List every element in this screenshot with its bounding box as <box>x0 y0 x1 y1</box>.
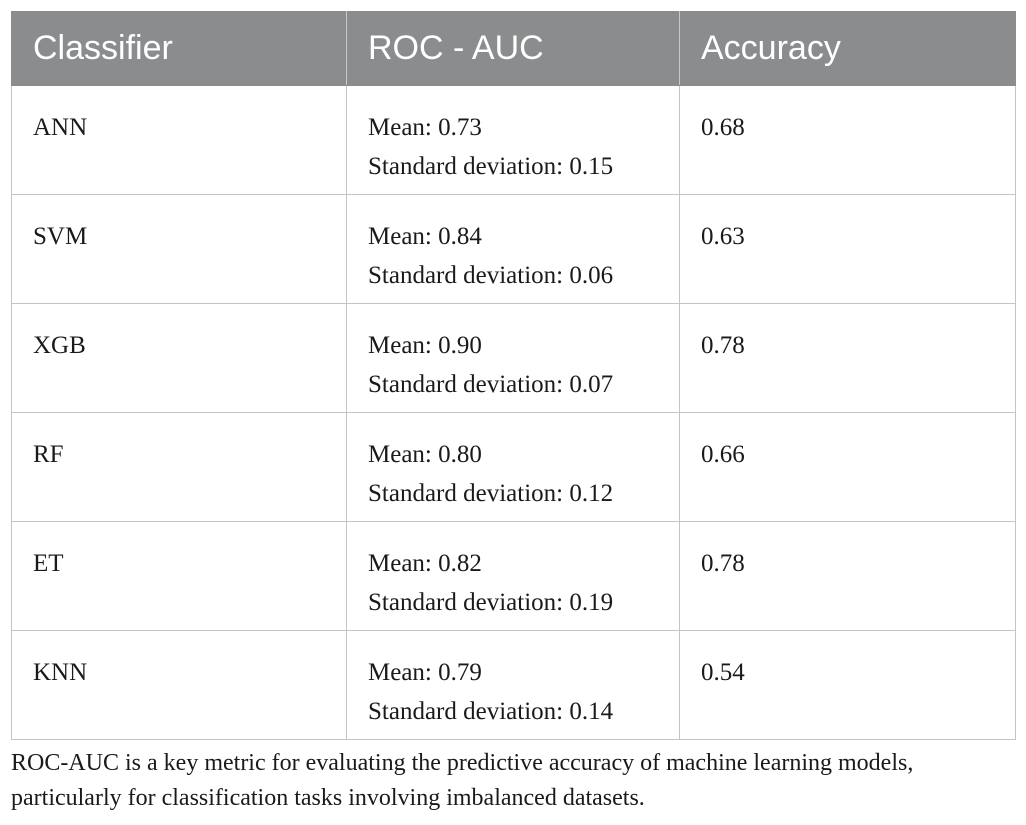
roc-auc-sd: Standard deviation: 0.19 <box>368 589 614 616</box>
accuracy-cell: 0.66 <box>679 412 1016 522</box>
accuracy-cell: 0.68 <box>679 85 1016 195</box>
header-row: Classifier ROC - AUC Accuracy <box>11 11 1016 86</box>
accuracy-cell: 0.54 <box>679 630 1016 740</box>
roc-auc-sd: Standard deviation: 0.12 <box>368 480 614 507</box>
table-row: ET Mean: 0.82 Standard deviation: 0.19 0… <box>11 521 1016 631</box>
roc-auc-cell: Mean: 0.82 Standard deviation: 0.19 <box>346 521 680 631</box>
classifier-cell: RF <box>11 412 347 522</box>
roc-auc-mean: Mean: 0.80 <box>368 441 482 468</box>
table-body: ANN Mean: 0.73 Standard deviation: 0.15 … <box>11 85 1016 740</box>
results-table-container: Classifier ROC - AUC Accuracy ANN Mean: … <box>11 11 1016 740</box>
results-table: Classifier ROC - AUC Accuracy ANN Mean: … <box>11 11 1016 740</box>
roc-auc-sd: Standard deviation: 0.07 <box>368 371 614 398</box>
header-roc-auc: ROC - AUC <box>346 11 680 86</box>
table-row: RF Mean: 0.80 Standard deviation: 0.12 0… <box>11 412 1016 522</box>
classifier-cell: XGB <box>11 303 347 413</box>
roc-auc-mean: Mean: 0.82 <box>368 550 482 577</box>
roc-auc-sd: Standard deviation: 0.15 <box>368 153 614 180</box>
roc-auc-cell: Mean: 0.84 Standard deviation: 0.06 <box>346 194 680 304</box>
classifier-cell: ET <box>11 521 347 631</box>
table-row: SVM Mean: 0.84 Standard deviation: 0.06 … <box>11 194 1016 304</box>
roc-auc-mean: Mean: 0.84 <box>368 223 482 250</box>
classifier-cell: ANN <box>11 85 347 195</box>
classifier-cell: KNN <box>11 630 347 740</box>
table-footnote: ROC-AUC is a key metric for evaluating t… <box>11 746 1021 816</box>
table-row: KNN Mean: 0.79 Standard deviation: 0.14 … <box>11 630 1016 740</box>
table-header: Classifier ROC - AUC Accuracy <box>11 11 1016 86</box>
roc-auc-cell: Mean: 0.80 Standard deviation: 0.12 <box>346 412 680 522</box>
roc-auc-sd: Standard deviation: 0.14 <box>368 698 614 725</box>
roc-auc-sd: Standard deviation: 0.06 <box>368 262 614 289</box>
header-accuracy: Accuracy <box>679 11 1016 86</box>
table-row: ANN Mean: 0.73 Standard deviation: 0.15 … <box>11 85 1016 195</box>
accuracy-cell: 0.78 <box>679 521 1016 631</box>
table-row: XGB Mean: 0.90 Standard deviation: 0.07 … <box>11 303 1016 413</box>
roc-auc-cell: Mean: 0.79 Standard deviation: 0.14 <box>346 630 680 740</box>
classifier-cell: SVM <box>11 194 347 304</box>
roc-auc-mean: Mean: 0.73 <box>368 114 482 141</box>
roc-auc-mean: Mean: 0.79 <box>368 659 482 686</box>
roc-auc-cell: Mean: 0.90 Standard deviation: 0.07 <box>346 303 680 413</box>
accuracy-cell: 0.78 <box>679 303 1016 413</box>
footnote-line: particularly for classification tasks in… <box>11 785 645 811</box>
header-classifier: Classifier <box>11 11 347 86</box>
roc-auc-cell: Mean: 0.73 Standard deviation: 0.15 <box>346 85 680 195</box>
roc-auc-mean: Mean: 0.90 <box>368 332 482 359</box>
accuracy-cell: 0.63 <box>679 194 1016 304</box>
footnote-line: ROC-AUC is a key metric for evaluating t… <box>11 750 914 776</box>
